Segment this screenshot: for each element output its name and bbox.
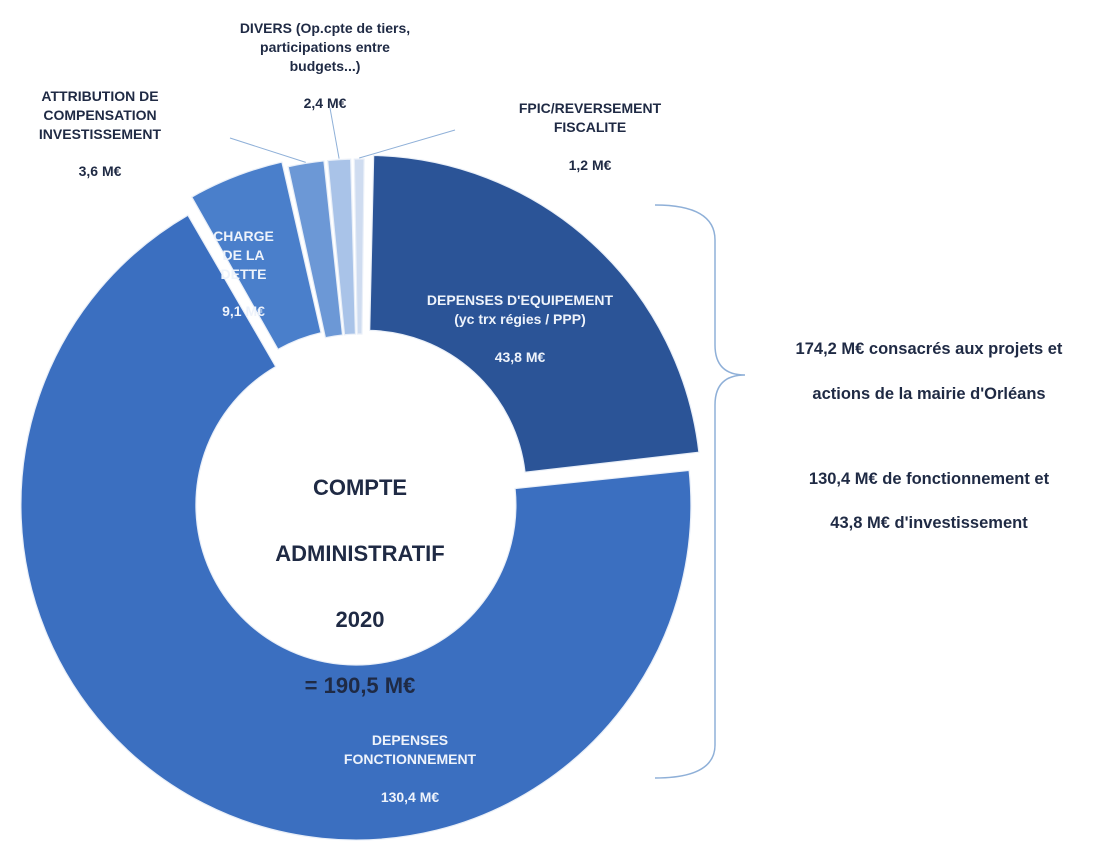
center-line-3: 2020 xyxy=(335,607,385,632)
center-title: COMPTE ADMINISTRATIF 2020 = 190,5 M€ xyxy=(235,438,485,735)
bracket-annotation xyxy=(654,204,746,779)
annotation-line-3: 130,4 M€ de fonctionnement et xyxy=(808,469,1050,488)
annotation-line-1: 174,2 M€ consacrés aux projets et xyxy=(795,340,1063,359)
slice-attribution xyxy=(287,160,344,339)
label-fonctionnement-name: DEPENSES FONCTIONNEMENT xyxy=(343,731,477,767)
label-divers-value: 2,4 M€ xyxy=(303,95,347,112)
slice-fpic xyxy=(353,158,365,335)
leader-line-fpic xyxy=(359,129,456,159)
label-dette: CHARGE DE LA DETTE 9,1 M€ xyxy=(196,208,291,321)
label-fpic: FPIC/REVERSEMENT FISCALITE 1,2 M€ xyxy=(470,80,710,174)
label-fpic-value: 1,2 M€ xyxy=(568,156,612,173)
slice-fonctionnement xyxy=(20,214,692,841)
label-equipement-name: DEPENSES D'EQUIPEMENT (yc trx régies / P… xyxy=(426,291,614,327)
label-divers: DIVERS (Op.cpte de tiers, participations… xyxy=(205,0,445,113)
center-line-1: COMPTE xyxy=(312,475,408,500)
annotation-block: 174,2 M€ consacrés aux projets et action… xyxy=(745,316,1113,557)
label-dette-name: CHARGE DE LA DETTE xyxy=(213,227,274,282)
label-divers-name: DIVERS (Op.cpte de tiers, participations… xyxy=(239,19,411,74)
label-attribution-value: 3,6 M€ xyxy=(78,163,122,180)
leader-line-divers xyxy=(329,107,340,159)
label-dette-value: 9,1 M€ xyxy=(222,303,265,320)
slice-dette xyxy=(190,161,322,351)
label-equipement: DEPENSES D'EQUIPEMENT (yc trx régies / P… xyxy=(395,272,645,366)
annotation-line-4: 43,8 M€ d'investissement xyxy=(830,514,1028,533)
leader-line-attribution xyxy=(229,137,306,163)
label-fonctionnement: DEPENSES FONCTIONNEMENT 130,4 M€ xyxy=(310,712,510,806)
label-equipement-value: 43,8 M€ xyxy=(494,348,546,365)
center-line-2: ADMINISTRATIF xyxy=(275,541,445,566)
slice-equipement xyxy=(369,154,700,473)
center-line-4: = 190,5 M€ xyxy=(304,673,416,698)
annotation-line-2: actions de la mairie d'Orléans xyxy=(812,384,1046,403)
label-attribution: ATTRIBUTION DE COMPENSATION INVESTISSEME… xyxy=(0,68,200,181)
label-fonctionnement-value: 130,4 M€ xyxy=(380,788,440,805)
slice-divers xyxy=(327,158,357,336)
label-attribution-name: ATTRIBUTION DE COMPENSATION INVESTISSEME… xyxy=(38,87,162,142)
label-fpic-name: FPIC/REVERSEMENT FISCALITE xyxy=(518,99,662,135)
